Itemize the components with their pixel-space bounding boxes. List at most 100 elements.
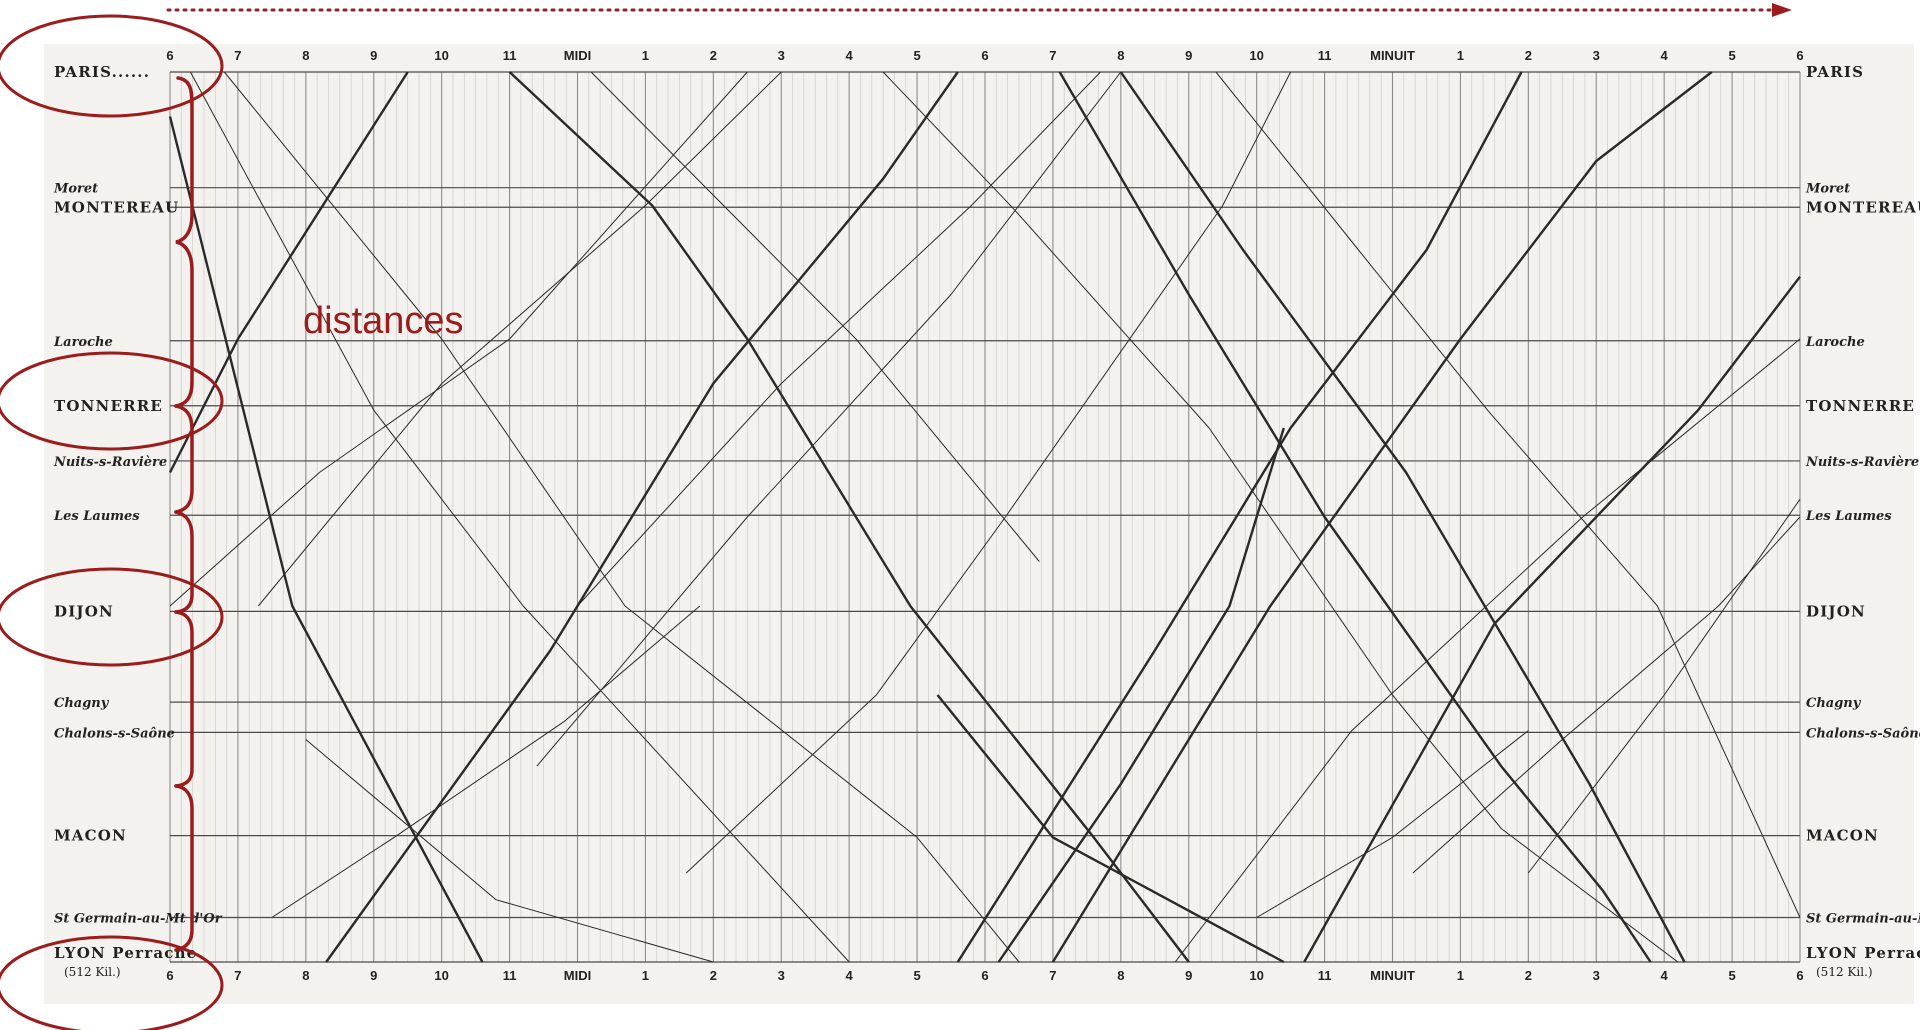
station-label-left-leslaumes: Les Laumes — [53, 509, 140, 524]
hour-label-top-8: 2 — [710, 48, 717, 63]
highlight-ellipses — [0, 14, 224, 1030]
hour-label-bottom-21: 3 — [1593, 968, 1600, 983]
station-label-left-macon: MACON — [54, 827, 127, 845]
train-path-south-8 — [1215, 71, 1801, 918]
hour-label-bottom-13: 7 — [1049, 968, 1056, 983]
hour-label-top-16: 10 — [1249, 48, 1263, 63]
hour-label-bottom-4: 10 — [434, 968, 448, 983]
station-label-left-dijon: DIJON — [54, 602, 114, 620]
hour-labels-top: 6 7 8 9 10 11 MIDI 1 2 3 4 5 6 7 8 9 10 11 MINUIT 1 2 3 4 5 6 — [166, 48, 1803, 63]
station-label-right-leslaumes: Les Laumes — [1805, 509, 1892, 524]
station-label-right-macon: MACON — [1806, 827, 1879, 845]
train-path-south-5 — [1058, 71, 1652, 963]
distance-brace — [174, 76, 194, 952]
hour-label-bottom-12: 6 — [981, 968, 988, 983]
hour-label-top-11: 5 — [913, 48, 920, 63]
hour-label-bottom-20: 2 — [1525, 968, 1532, 983]
station-label-left-chagny: Chagny — [54, 696, 110, 711]
hour-labels-bottom: 6 7 8 9 10 11 MIDI 1 2 3 4 5 6 7 8 9 10 11 MINUIT 1 2 3 4 5 6 — [166, 968, 1803, 983]
station-label-left-chalons: Chalons-s-Saône — [54, 726, 175, 741]
station-label-right-chalons: Chalons-s-Saône — [1806, 726, 1920, 741]
hour-label-bottom-3: 9 — [370, 968, 377, 983]
train-path-north-24 — [685, 71, 1292, 874]
train-path-north-18 — [536, 71, 1122, 767]
hour-label-bottom-17: 11 — [1318, 968, 1332, 983]
hour-label-bottom-23: 5 — [1728, 968, 1735, 983]
hour-label-bottom-8: 2 — [710, 968, 717, 983]
train-path-north-13 — [325, 71, 959, 963]
ellipse-lyon — [0, 935, 224, 1030]
ellipse-dijon — [0, 567, 224, 667]
hour-label-bottom-15: 9 — [1185, 968, 1192, 983]
train-path-north-27 — [1256, 730, 1529, 918]
hour-label-bottom-2: 8 — [302, 968, 309, 983]
train-paths — [168, 71, 1801, 964]
hour-label-bottom-16: 10 — [1249, 968, 1263, 983]
hour-label-top-6: MIDI — [564, 48, 591, 63]
hour-label-bottom-10: 4 — [846, 968, 854, 983]
hour-label-top-12: 6 — [981, 48, 988, 63]
train-path-south-3 — [223, 71, 1020, 963]
train-path-north-17 — [997, 427, 1285, 963]
distances-annotation: distances — [303, 300, 464, 342]
train-path-north-23 — [169, 71, 748, 607]
hour-label-bottom-24: 6 — [1796, 968, 1803, 983]
hour-label-bottom-19: 1 — [1457, 968, 1464, 983]
hour-label-bottom-14: 8 — [1117, 968, 1124, 983]
time-arrow — [166, 3, 1792, 17]
station-label-left-nuits: Nuits-s-Ravière — [53, 455, 167, 470]
time-gridlines — [169, 72, 1801, 962]
train-path-north-15 — [1051, 71, 1713, 963]
train-path-south-2 — [189, 71, 850, 963]
hour-label-top-7: 1 — [642, 48, 649, 63]
train-path-north-14 — [956, 71, 1523, 963]
station-label-right-chagny: Chagny — [1806, 696, 1862, 711]
station-label-left-laroche: Laroche — [53, 335, 113, 350]
train-path-north-25 — [1412, 516, 1801, 874]
ellipse-tonnerre — [0, 351, 224, 451]
hour-label-top-15: 9 — [1185, 48, 1192, 63]
station-label-right-dijon: DIJON — [1806, 602, 1866, 620]
train-path-south-6 — [1119, 71, 1686, 963]
hour-label-bottom-11: 5 — [913, 968, 920, 983]
hour-label-bottom-1: 7 — [234, 968, 241, 983]
hour-label-top-19: 1 — [1457, 48, 1464, 63]
station-label-right-lyon: LYON Perrache — [1806, 944, 1920, 962]
station-label-left-tonnerre: TONNERRE — [54, 397, 163, 415]
hour-label-top-20: 2 — [1525, 48, 1532, 63]
hour-label-bottom-7: 1 — [642, 968, 649, 983]
station-label-left-lyon: LYON Perrache — [54, 944, 197, 962]
hour-label-top-5: 11 — [503, 48, 517, 63]
hour-label-top-24: 6 — [1796, 48, 1803, 63]
hour-label-bottom-6: MIDI — [564, 968, 591, 983]
station-label-right-moret: Moret — [1805, 182, 1850, 197]
train-path-north-22 — [1527, 498, 1801, 874]
train-path-north-26 — [271, 605, 701, 918]
station-label-left-moret: Moret — [53, 182, 98, 197]
hour-label-top-3: 9 — [370, 48, 377, 63]
train-path-south-1 — [168, 116, 484, 963]
hour-label-top-14: 8 — [1117, 48, 1124, 63]
paper-background — [44, 44, 1914, 1004]
station-label-left-stgermain: St Germain-au-Mt d'Or — [54, 912, 223, 927]
station-sublabel-left-lyon: (512 Kil.) — [64, 965, 121, 979]
hour-label-bottom-0: 6 — [166, 968, 173, 983]
hour-label-top-10: 4 — [846, 48, 854, 63]
hour-label-top-23: 5 — [1728, 48, 1735, 63]
train-path-north-19 — [257, 71, 782, 607]
station-label-right-montereau: MONTEREAU — [1806, 198, 1920, 216]
hour-label-top-13: 7 — [1049, 48, 1056, 63]
train-path-south-10 — [590, 71, 1040, 562]
hour-label-top-9: 3 — [778, 48, 785, 63]
hour-label-bottom-5: 11 — [503, 968, 517, 983]
station-label-left-montereau: MONTEREAU — [54, 198, 179, 216]
train-path-north-20 — [577, 71, 1101, 607]
hour-label-top-22: 4 — [1661, 48, 1669, 63]
train-path-north-21 — [1174, 338, 1801, 963]
train-path-north-16 — [1303, 275, 1801, 963]
station-label-right-nuits: Nuits-s-Ravière — [1805, 455, 1919, 470]
station-sublabel-right-lyon: (512 Kil.) — [1816, 965, 1873, 979]
